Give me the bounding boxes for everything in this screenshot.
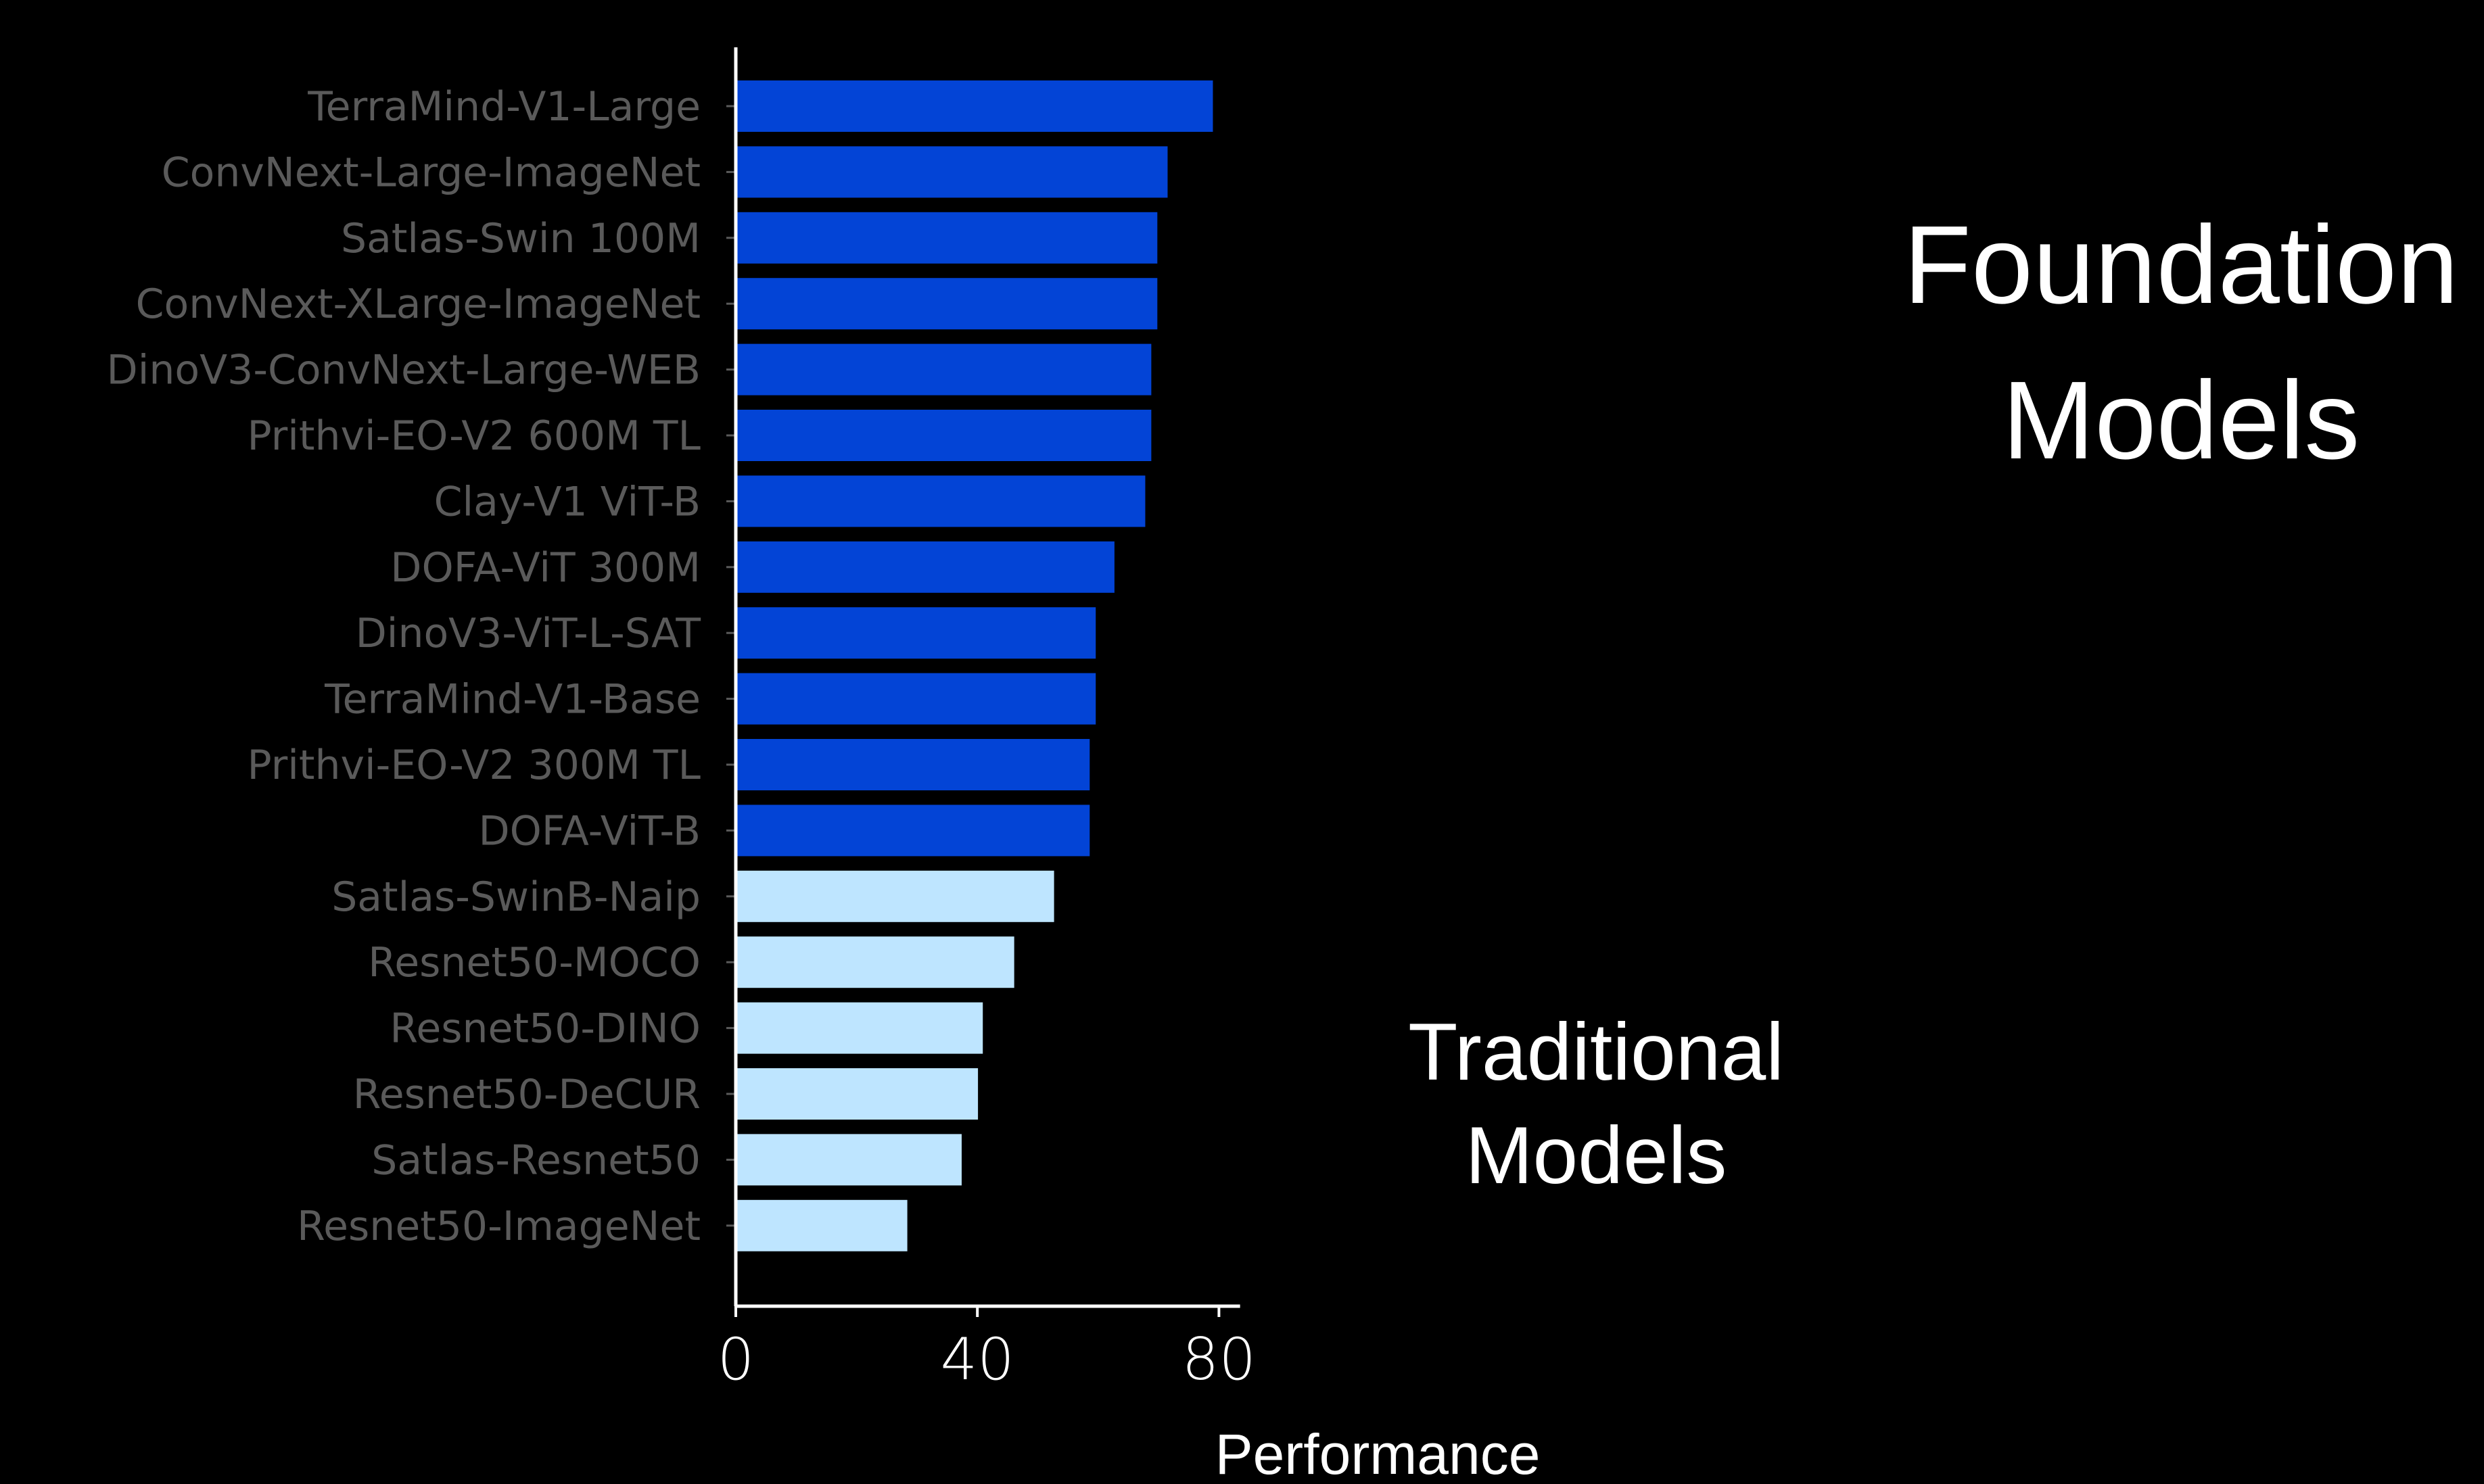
annotation-foundation-line-2: Models <box>2002 358 2360 482</box>
category-label-dofa-vit-b: DOFA-ViT-B <box>478 807 701 855</box>
bar-dofa-vit-b <box>737 805 1090 857</box>
bars-layer <box>737 80 1213 1251</box>
x-axis-title: Performance <box>1215 1422 1541 1484</box>
category-label-terramind-v1-base: TerraMind-V1-Base <box>324 676 701 723</box>
bar-terramind-v1-base <box>737 673 1096 725</box>
category-label-terramind-v1-large: TerraMind-V1-Large <box>307 83 701 130</box>
bar-satlas-swin-100m <box>737 212 1158 264</box>
category-label-dinov3-vit-l-sat: DinoV3-ViT-L-SAT <box>356 610 701 657</box>
category-label-convnext-xlarge-imagenet: ConvNext-XLarge-ImageNet <box>136 281 701 328</box>
annotation-traditional-line-1: Traditional <box>1408 1007 1784 1097</box>
bar-clay-v1-vit-b <box>737 475 1146 527</box>
category-label-prithvi-eo-v2-300m-tl: Prithvi-EO-V2 300M TL <box>247 742 701 789</box>
x-tick-label-80: 80 <box>1182 1326 1256 1393</box>
bar-resnet50-dino <box>737 1002 983 1054</box>
bar-prithvi-eo-v2-600m-tl <box>737 410 1152 461</box>
bar-resnet50-imagenet <box>737 1199 908 1251</box>
category-label-resnet50-decur: Resnet50-DeCUR <box>353 1071 701 1118</box>
x-tick-label-40: 40 <box>940 1326 1014 1393</box>
bar-resnet50-decur <box>737 1068 979 1120</box>
category-label-clay-v1-vit-b: Clay-V1 ViT-B <box>434 478 701 525</box>
bar-dinov3-convnext-large-web <box>737 343 1152 396</box>
category-label-dinov3-convnext-large-web: DinoV3-ConvNext-Large-WEB <box>107 347 701 394</box>
category-label-prithvi-eo-v2-600m-tl: Prithvi-EO-V2 600M TL <box>247 412 701 460</box>
category-label-satlas-swin-100m: Satlas-Swin 100M <box>341 215 701 262</box>
category-label-convnext-large-imagenet: ConvNext-Large-ImageNet <box>162 149 701 196</box>
bar-resnet50-moco <box>737 936 1014 988</box>
category-label-resnet50-imagenet: Resnet50-ImageNet <box>297 1203 701 1250</box>
category-labels: TerraMind-V1-Large ConvNext-Large-ImageNe… <box>107 83 736 1250</box>
bar-convnext-large-imagenet <box>737 146 1168 198</box>
bar-dofa-vit-300m <box>737 541 1115 593</box>
category-label-resnet50-dino: Resnet50-DINO <box>390 1005 701 1053</box>
bar-terramind-v1-large <box>737 80 1213 132</box>
bar-satlas-resnet50 <box>737 1134 962 1186</box>
annotations: Foundation Models Traditional Models <box>1408 203 2458 1201</box>
category-label-satlas-swinb-naip: Satlas-SwinB-Naip <box>331 873 701 921</box>
axes <box>734 47 1240 1308</box>
x-tick-label-0: 0 <box>718 1326 755 1393</box>
annotation-foundation-line-1: Foundation <box>1904 203 2459 327</box>
bar-satlas-swinb-naip <box>737 870 1054 922</box>
bar-convnext-xlarge-imagenet <box>737 278 1158 330</box>
category-label-dofa-vit-300m: DOFA-ViT 300M <box>390 544 701 592</box>
bar-prithvi-eo-v2-300m-tl <box>737 739 1090 790</box>
category-label-satlas-resnet50: Satlas-Resnet50 <box>371 1136 701 1184</box>
bar-dinov3-vit-l-sat <box>737 607 1096 659</box>
x-axis-ticks: 0 40 80 <box>718 1306 1256 1393</box>
annotation-traditional-line-2: Models <box>1466 1110 1727 1201</box>
category-label-resnet50-moco: Resnet50-MOCO <box>368 939 701 986</box>
